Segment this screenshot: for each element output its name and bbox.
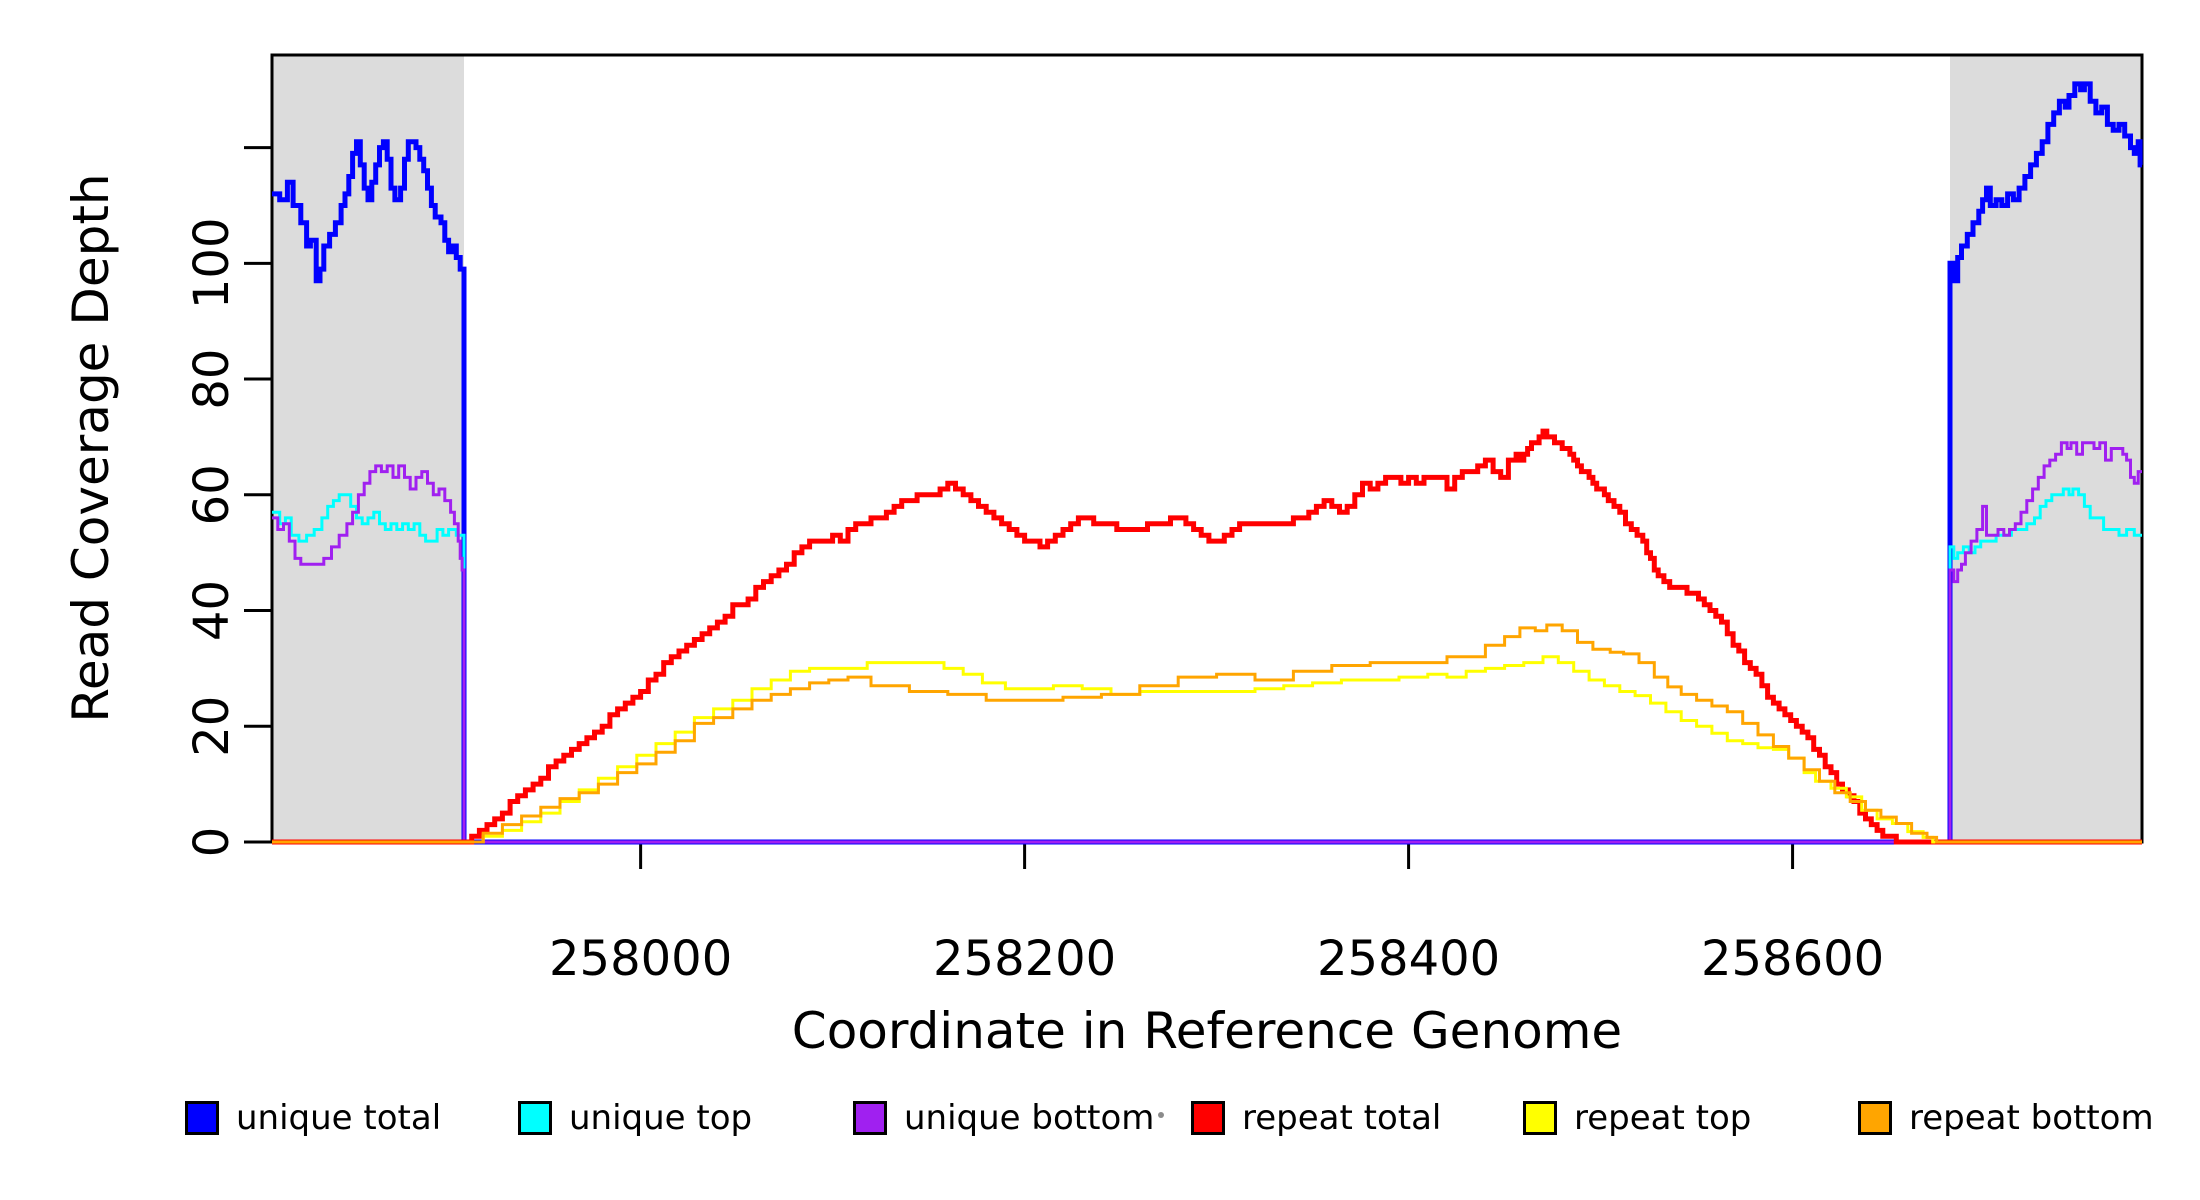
legend-item-repeat-bottom: repeat bottom xyxy=(1858,1096,2154,1140)
legend-label: repeat total xyxy=(1242,1098,1442,1138)
series-repeat-total xyxy=(272,428,2142,845)
x-tick-label: 258600 xyxy=(1701,931,1884,987)
repeat-total-swatch-icon xyxy=(1191,1101,1225,1135)
plot-border xyxy=(270,53,2144,844)
y-axis-title: Read Coverage Depth xyxy=(62,173,120,722)
stray-point-artifact xyxy=(1158,1112,1164,1118)
x-tick-label: 258000 xyxy=(549,931,732,987)
legend-item-unique-total: unique total xyxy=(185,1096,441,1140)
legend-label: unique total xyxy=(236,1098,442,1138)
series-repeat-bottom xyxy=(272,623,2142,844)
x-axis: 258000 258200 258400 258600 xyxy=(549,842,1884,987)
y-tick-label: 40 xyxy=(184,580,240,641)
legend-label: unique top xyxy=(569,1098,753,1138)
y-tick-label: 0 xyxy=(184,827,240,858)
y-tick-label: 60 xyxy=(184,464,240,525)
legend-item-repeat-total: repeat total xyxy=(1191,1096,1441,1140)
y-tick-label: 80 xyxy=(184,349,240,410)
series-repeat-top xyxy=(272,655,2142,844)
x-axis-title: Coordinate in Reference Genome xyxy=(792,1002,1622,1060)
shaded-unique-regions xyxy=(272,55,2142,842)
x-tick-label: 258400 xyxy=(1317,931,1500,987)
legend-label: unique bottom xyxy=(904,1098,1155,1138)
y-tick-label: 20 xyxy=(184,696,240,757)
unique-top-swatch-icon xyxy=(518,1101,552,1135)
x-tick-label: 258200 xyxy=(933,931,1116,987)
series-lines xyxy=(272,81,2143,845)
legend-item-unique-bottom: unique bottom xyxy=(853,1096,1154,1140)
unique-bottom-swatch-icon xyxy=(853,1101,887,1135)
series-unique-total xyxy=(272,81,2143,845)
series-unique-top xyxy=(272,487,2142,844)
repeat-top-swatch-icon xyxy=(1523,1101,1557,1135)
legend-label: repeat bottom xyxy=(1909,1098,2154,1138)
unique-total-swatch-icon xyxy=(185,1101,219,1135)
series-unique-bottom xyxy=(272,441,2142,844)
legend-item-repeat-top: repeat top xyxy=(1523,1096,1751,1140)
shaded-region-0 xyxy=(272,55,464,842)
y-axis: 0 20 40 60 80 100 xyxy=(184,146,272,858)
legend-item-unique-top: unique top xyxy=(518,1096,752,1140)
legend-label: repeat top xyxy=(1574,1098,1752,1138)
repeat-bottom-swatch-icon xyxy=(1858,1101,1892,1135)
y-tick-label: 100 xyxy=(184,218,240,310)
